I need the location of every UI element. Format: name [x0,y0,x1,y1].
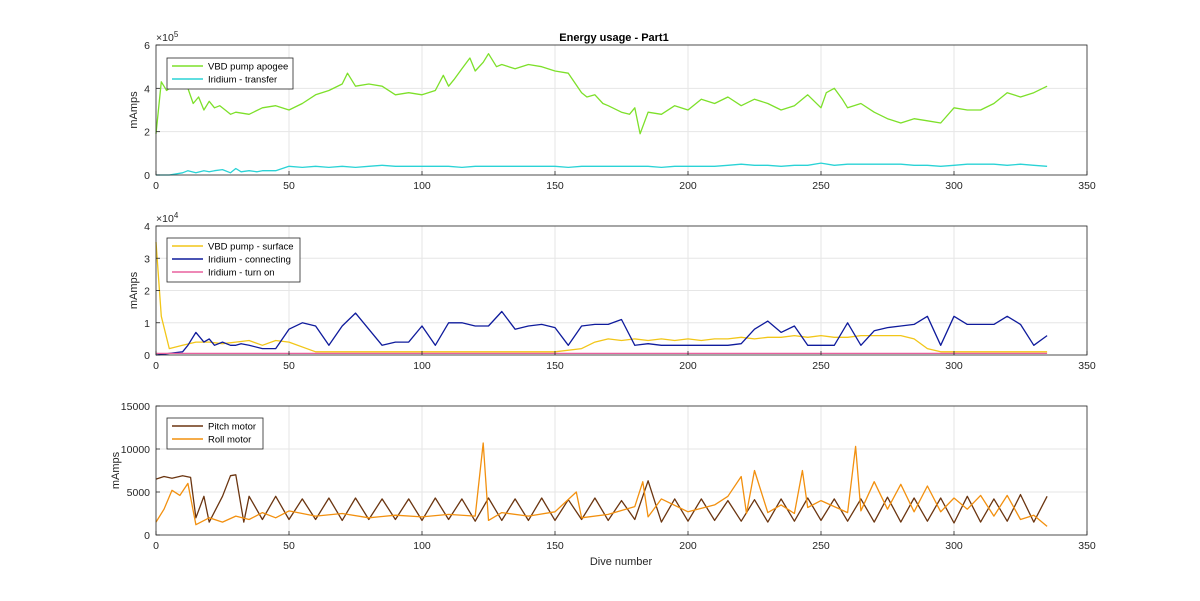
x-tick-label: 0 [153,180,159,192]
series-line-vbd-pump-surface [155,242,1048,353]
legend-label: VBD pump - surface [208,242,294,253]
x-tick-label: 150 [546,540,564,552]
y-tick-label: 0 [144,530,150,542]
y-tick-label: 6 [144,40,150,52]
x-tick-label: 150 [546,180,564,192]
y-tick-label: 2 [144,127,150,139]
y-tick-label: 15000 [121,401,150,413]
legend: VBD pump - surface Iridium - connecting Ir… [166,237,301,283]
legend-label: Iridium - transfer [208,75,277,86]
legend: Pitch motor Roll motor [166,417,264,450]
x-tick-label: 0 [153,540,159,552]
series-line-vbd-pump-apogee [155,53,1048,135]
legend-label: Pitch motor [208,422,256,433]
y-axis-label: mAmps [110,451,122,489]
y-tick-label: 0 [144,350,150,362]
y-tick-label: 10000 [121,444,150,456]
x-tick-label: 350 [1078,360,1096,372]
legend-label: Iridium - connecting [208,255,291,266]
x-tick-label: 50 [283,540,295,552]
x-tick-label: 0 [153,360,159,372]
y-tick-label: 5000 [127,487,151,499]
legend-box [166,57,294,90]
panel-pitch-roll-motors: 0 50 100 150 200 250 300 350 0 5000 10000 15000 mAmp… [110,401,1096,552]
y-axis-label: mAmps [128,271,140,309]
x-tick-label: 250 [812,360,830,372]
legend-box [166,417,264,450]
x-tick-label: 100 [413,360,431,372]
x-tick-label: 300 [945,180,963,192]
legend-label: Iridium - turn on [208,268,275,279]
y-axis-multiplier: ×104 [156,211,179,225]
series-line-roll-motor [155,442,1048,527]
y-tick-label: 4 [144,83,150,95]
y-tick-label: 3 [144,253,150,265]
x-tick-label: 200 [679,540,697,552]
legend-label: Roll motor [208,435,251,446]
axes-frame [155,405,1088,536]
y-tick-label: 2 [144,286,150,298]
x-tick-label: 100 [413,180,431,192]
x-tick-label: 200 [679,360,697,372]
x-tick-label: 300 [945,360,963,372]
series-line-iridium-connecting [155,310,1048,356]
x-tick-label: 350 [1078,540,1096,552]
panel-vbd-surface-iridium: 0 50 100 150 200 250 300 350 0 1 2 3 4 ×104 mAmps VBD p… [128,211,1096,372]
x-tick-label: 50 [283,360,295,372]
figure-title: Energy usage - Part1 [559,32,668,44]
legend: VBD pump apogee Iridium - transfer [166,57,294,90]
x-tick-label: 350 [1078,180,1096,192]
x-axis-label: Dive number [590,556,653,568]
x-tick-label: 250 [812,540,830,552]
y-tick-label: 1 [144,318,150,330]
x-tick-label: 200 [679,180,697,192]
x-tick-label: 100 [413,540,431,552]
series-line-iridium-transfer [156,162,1048,176]
panel-vbd-apogee-iridium-transfer: 0 50 100 150 200 250 300 350 0 2 4 6 ×105 mAmps VBD pu… [128,30,1096,192]
x-tick-label: 250 [812,180,830,192]
x-tick-label: 50 [283,180,295,192]
y-axis-label: mAmps [128,91,140,129]
legend-label: VBD pump apogee [208,62,288,73]
x-tick-label: 300 [945,540,963,552]
y-tick-label: 4 [144,221,150,233]
y-axis-multiplier: ×105 [156,30,179,44]
axes-frame [155,44,1088,176]
x-tick-label: 150 [546,360,564,372]
y-tick-label: 0 [144,170,150,182]
